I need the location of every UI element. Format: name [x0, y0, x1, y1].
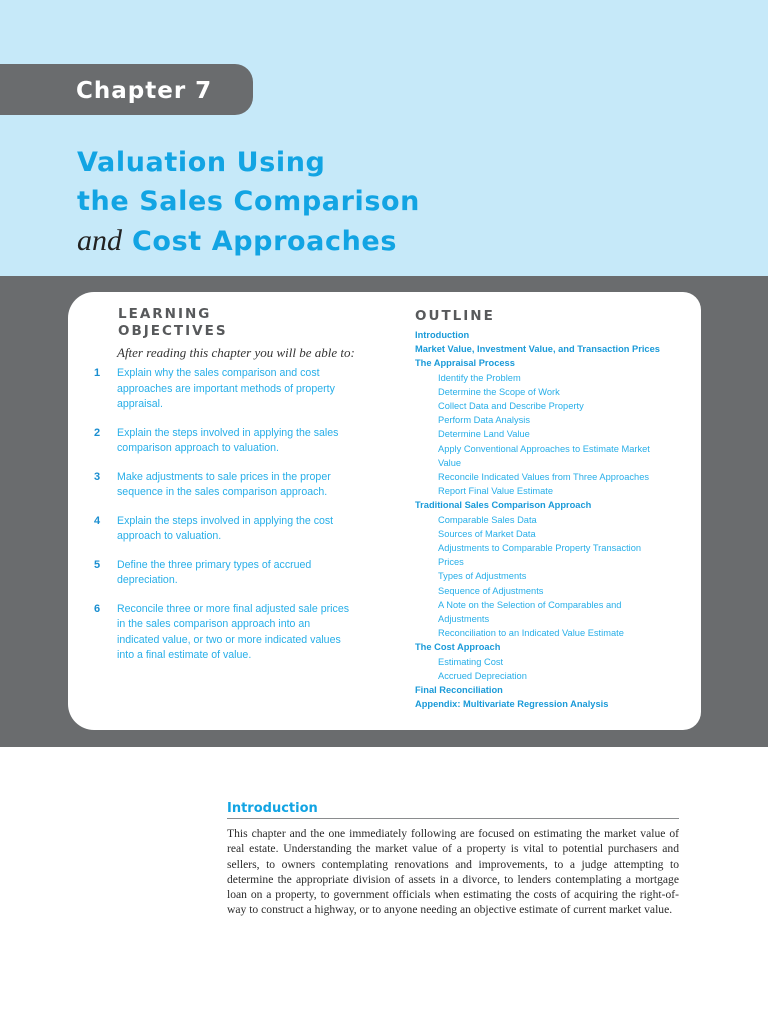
outline-heading: OUTLINE [415, 308, 495, 324]
objective-number: 5 [94, 558, 101, 571]
objective-number: 4 [94, 514, 101, 527]
objective-text: Explain the steps involved in applying t… [117, 514, 334, 543]
objective-item: 3 Make adjustments to sale prices in the … [94, 470, 349, 501]
outline-section-item: Market Value, Investment Value, and Tran… [415, 344, 660, 355]
lo-heading-line-1: LEARNING [118, 306, 212, 322]
overview-box [68, 292, 701, 730]
outline-subsection-item: Value [438, 457, 462, 468]
chapter-header-band [0, 0, 768, 276]
introduction-section: Introduction This chapter and the one im… [227, 800, 679, 918]
chapter-title-line-1: Valuation Using [77, 147, 326, 178]
chapter-title-line-3: and Cost Approaches [77, 221, 420, 261]
objective-text: Define the three primary types of accrue… [117, 558, 312, 587]
outline-section-item: Traditional Sales Comparison Approach [415, 500, 592, 511]
learning-objectives-list: 1 Explain why the sales comparison and co… [94, 366, 349, 677]
outline-subsection-item: Sequence of Adjustments [438, 585, 544, 596]
objective-text: Make adjustments to sale prices in the p… [117, 470, 331, 499]
outline-subsection-item: A Note on the Selection of Comparables a… [438, 599, 622, 610]
outline-subsection-item: Report Final Value Estimate [438, 486, 554, 497]
outline-subsection-item: Sources of Market Data [438, 528, 536, 539]
outline-section-item: The Cost Approach [415, 642, 501, 653]
outline-subsection-item: Apply Conventional Approaches to Estimat… [438, 443, 650, 454]
outline-subsection-item: Reconciliation to an Indicated Value Est… [438, 628, 624, 639]
outline-subsection-item: Adjustments [438, 614, 490, 625]
introduction-paragraph: This chapter and the one immediately fol… [227, 827, 679, 917]
outline-section-item: The Appraisal Process [415, 358, 515, 369]
objective-item: 6 Reconcile three or more final adjusted … [94, 602, 349, 664]
objective-number: 3 [94, 470, 101, 483]
objective-number: 1 [94, 367, 101, 379]
objective-number: 6 [94, 602, 101, 615]
outline-section-item: Introduction [415, 330, 470, 340]
objective-item: 5 Define the three primary types of accru… [94, 558, 349, 589]
learning-objectives-intro: After reading this chapter you will be a… [117, 345, 355, 360]
outline-subsection-item: Accrued Depreciation [438, 670, 527, 681]
outline-section-item: Appendix: Multivariate Regression Analys… [415, 699, 609, 710]
objective-text: Explain the steps involved in applying t… [117, 426, 339, 455]
title-and-word: and [77, 224, 122, 257]
objective-item: 1 Explain why the sales comparison and co… [94, 366, 349, 413]
chapter-tab [0, 64, 253, 115]
outline-subsection-item: Determine the Scope of Work [438, 386, 560, 397]
introduction-heading: Introduction [227, 800, 679, 819]
outline-list: Introduction Market Value, Investment Val… [415, 328, 695, 711]
outline-section-item: Final Reconciliation [415, 685, 503, 696]
title-last-words: Cost Approaches [132, 226, 397, 257]
learning-objectives-heading: LEARNING OBJECTIVES [118, 306, 228, 340]
objective-text: Reconcile three or more final adjusted s… [117, 602, 350, 662]
outline-subsection-item: Adjustments to Comparable Property Trans… [438, 543, 642, 554]
outline-subsection-item: Collect Data and Describe Property [438, 401, 584, 412]
outline-subsection-item: Reconcile Indicated Values from Three Ap… [438, 472, 650, 483]
outline-subsection-item: Identify the Problem [438, 372, 521, 383]
outline-subsection-item: Prices [438, 557, 464, 568]
chapter-title: Valuation Using the Sales Comparison and… [77, 143, 420, 261]
outline-subsection-item: Types of Adjustments [438, 571, 527, 582]
lo-heading-line-2: OBJECTIVES [118, 323, 228, 339]
objective-item: 2 Explain the steps involved in applying … [94, 426, 349, 457]
objective-item: 4 Explain the steps involved in applying … [94, 514, 349, 545]
outline-subsection-item: Perform Data Analysis [438, 415, 530, 426]
outline-subsection-item: Comparable Sales Data [438, 514, 537, 525]
objective-text: Explain why the sales comparison and cos… [117, 367, 335, 410]
chapter-label: Chapter 7 [76, 78, 213, 104]
outline-subsection-item: Determine Land Value [438, 429, 530, 440]
chapter-title-line-2: the Sales Comparison [77, 186, 421, 217]
outline-subsection-item: Estimating Cost [438, 656, 504, 667]
objective-number: 2 [94, 426, 101, 439]
